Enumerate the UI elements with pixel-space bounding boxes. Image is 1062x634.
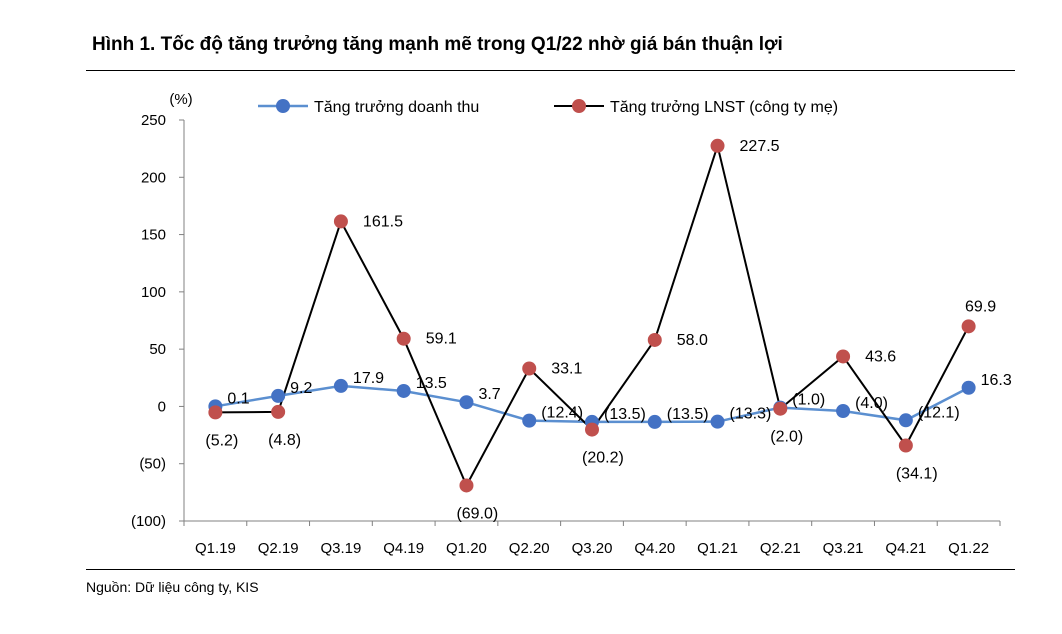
series-2-point bbox=[647, 332, 662, 347]
series-1-data-label: (4.0) bbox=[855, 395, 888, 412]
series-2-point bbox=[773, 401, 788, 416]
legend-label-2: Tăng trưởng LNST (công ty mẹ) bbox=[610, 99, 838, 116]
x-tick-label: Q2.20 bbox=[509, 540, 550, 557]
y-tick-label: 150 bbox=[141, 227, 166, 244]
series-2-data-label: 59.1 bbox=[426, 331, 457, 348]
x-tick-label: Q1.22 bbox=[948, 540, 989, 557]
series-2-point bbox=[710, 138, 725, 153]
series-2-point bbox=[271, 404, 286, 419]
top-rule bbox=[86, 70, 1015, 71]
series-1-point bbox=[333, 378, 348, 393]
x-tick-label: Q3.21 bbox=[823, 540, 864, 557]
series-1-data-label: (13.5) bbox=[667, 406, 709, 423]
chart-markers bbox=[208, 138, 976, 493]
series-2-data-label: 161.5 bbox=[363, 213, 403, 230]
series-1-data-label: (13.3) bbox=[730, 406, 772, 423]
series-2-data-label: 69.9 bbox=[965, 298, 996, 315]
x-tick-label: Q2.19 bbox=[258, 540, 299, 557]
series-2-point bbox=[522, 361, 537, 376]
series-2-data-label: (4.8) bbox=[268, 432, 301, 449]
series-2-data-label: 227.5 bbox=[740, 138, 780, 155]
series-2-point bbox=[396, 331, 411, 346]
series-1-data-label: (12.4) bbox=[541, 405, 583, 422]
series-1-point bbox=[710, 414, 725, 429]
series-1-data-label: (13.5) bbox=[604, 406, 646, 423]
series-1-point bbox=[522, 413, 537, 428]
series-2-data-label: 58.0 bbox=[677, 332, 708, 349]
series-2-point bbox=[836, 349, 851, 364]
x-tick-label: Q1.20 bbox=[446, 540, 487, 557]
legend-label-1: Tăng trưởng doanh thu bbox=[314, 99, 479, 116]
series-2-data-label: (5.2) bbox=[205, 432, 238, 449]
y-tick-label: (100) bbox=[131, 513, 166, 530]
chart-data-labels: 0.1 9.2 17.9 13.5 3.7 (12.4) (13.5) (13.5) (13.3… bbox=[205, 138, 1011, 523]
y-tick-label: (50) bbox=[139, 456, 166, 473]
chart-legend: Tăng trưởng doanh thu Tăng trưởng LNST (c… bbox=[258, 99, 838, 116]
y-tick-label: 0 bbox=[158, 398, 166, 415]
y-tick-label: 200 bbox=[141, 169, 166, 186]
x-tick-label: Q4.20 bbox=[634, 540, 675, 557]
series-2-data-label: 33.1 bbox=[551, 361, 582, 378]
series-1-data-label: 16.3 bbox=[981, 372, 1012, 389]
x-tick-label: Q4.19 bbox=[383, 540, 424, 557]
series-1-point bbox=[647, 414, 662, 429]
y-axis-label: (%) bbox=[169, 91, 192, 108]
bottom-rule bbox=[86, 569, 1015, 570]
x-tick-label: Q2.21 bbox=[760, 540, 801, 557]
series-2-point bbox=[585, 422, 599, 437]
series-1-point bbox=[836, 404, 851, 419]
series-1-point bbox=[271, 388, 286, 403]
series-2-point bbox=[333, 214, 348, 229]
x-tick-label: Q1.21 bbox=[697, 540, 738, 557]
y-tick-label: 250 bbox=[141, 112, 166, 129]
y-tick-label: 50 bbox=[149, 341, 166, 358]
x-tick-label: Q1.19 bbox=[195, 540, 236, 557]
chart-axes: 250 200 150 100 50 0 (50) (100) (%) Q1.19 Q2.19 Q3.… bbox=[131, 91, 1001, 557]
series-2-data-label: (20.2) bbox=[582, 450, 624, 467]
x-tick-label: Q3.20 bbox=[572, 540, 613, 557]
series-1-data-label: 0.1 bbox=[227, 390, 249, 407]
legend-marker-1 bbox=[276, 99, 290, 113]
y-tick-label: 100 bbox=[141, 284, 166, 301]
series-2-data-label: (34.1) bbox=[896, 465, 938, 482]
series-2-data-label: (2.0) bbox=[770, 429, 803, 446]
series-1-point bbox=[459, 395, 474, 410]
chart-title: Hình 1. Tốc độ tăng trưởng tăng mạnh mẽ … bbox=[92, 34, 783, 55]
series-1-point bbox=[898, 413, 913, 428]
series-1-data-label: 17.9 bbox=[353, 370, 384, 387]
series-2-data-label: 43.6 bbox=[865, 348, 896, 365]
series-1-data-label: 9.2 bbox=[290, 380, 312, 397]
series-2-point bbox=[459, 478, 474, 493]
x-tick-label: Q4.21 bbox=[885, 540, 926, 557]
series-1-point bbox=[961, 380, 976, 395]
series-1-data-label: (12.1) bbox=[918, 404, 960, 421]
x-tick-label: Q3.19 bbox=[320, 540, 361, 557]
source-note: Nguồn: Dữ liệu công ty, KIS bbox=[86, 579, 259, 595]
series-1-data-label: (1.0) bbox=[792, 392, 825, 409]
series-2-point bbox=[961, 319, 976, 334]
series-2-point bbox=[208, 405, 223, 420]
series-1-point bbox=[396, 383, 411, 398]
series-1-data-label: 13.5 bbox=[416, 375, 447, 392]
legend-marker-2 bbox=[572, 99, 586, 113]
series-2-point bbox=[898, 438, 913, 453]
series-1-data-label: 3.7 bbox=[478, 386, 500, 403]
series-2-data-label: (69.0) bbox=[456, 505, 498, 522]
